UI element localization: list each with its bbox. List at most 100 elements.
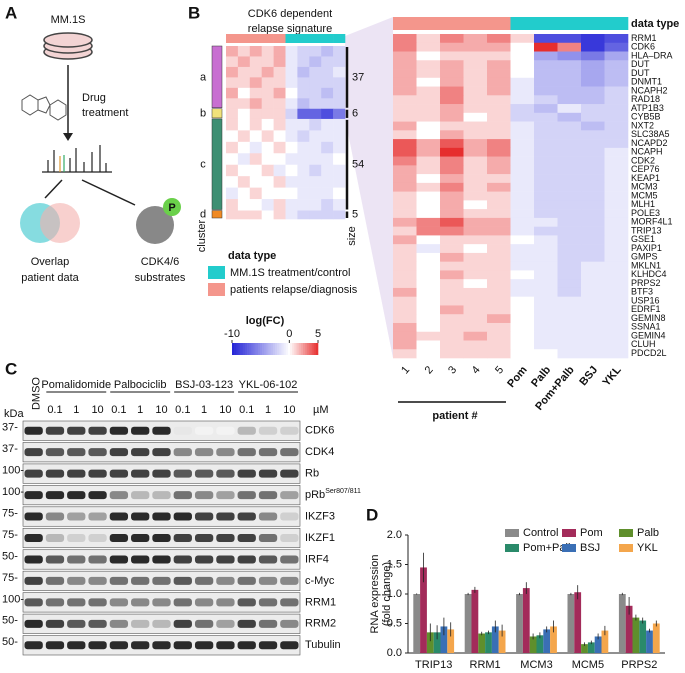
overview-cell [237,77,251,89]
bar [529,636,537,653]
overview-cell [261,87,274,99]
heatmap-cell [393,69,417,79]
heatmap-cell [581,77,605,87]
blot-band [173,576,192,585]
bar [464,594,472,653]
cells-label: MM.1S [51,14,86,26]
blot-band [24,491,43,500]
heatmap-cell [557,156,582,166]
overview-cell [333,210,346,220]
colorbar-step [232,343,235,355]
overview-cell [285,164,298,177]
dose-label: 10 [91,404,103,416]
heatmap-cell [440,34,464,44]
heatmap-cell [510,226,535,236]
panel-label: B [188,3,200,22]
heatmap-cell [581,331,605,341]
column-label: 2 [423,364,436,376]
colorbar-step [279,343,282,355]
blot-band [88,469,107,478]
overview-cell [249,98,262,110]
overview-cell [226,187,239,200]
overview-cell [273,153,286,166]
overview-cell [273,176,286,188]
heatmap-cell [581,252,605,262]
bar [581,644,588,653]
heatmap-cell [393,322,417,333]
blot-band [88,641,107,650]
heatmap-cell [440,322,464,333]
blot-band [88,598,107,607]
heatmap-cell [557,349,582,359]
overview-cell [285,199,298,211]
legend-entry: Palb [637,527,659,539]
heatmap-cell [487,165,511,175]
colorbar-tick-label: 5 [315,328,321,340]
overview-cell [285,210,298,220]
overview-cell [285,141,298,154]
heatmap-cell [416,235,441,245]
heatmap-cell [604,200,629,210]
heatmap-cell [463,209,488,219]
gene-label: MORF4L1 [631,217,673,227]
heatmap-cell [557,305,582,315]
heatmap-cell [604,182,629,192]
overview-cell [261,98,274,110]
blot-band [173,448,192,457]
heatmap-cell [487,296,511,306]
colorbar-step [257,343,261,355]
gene-label: DUT [631,59,650,69]
blot-band [109,426,129,435]
heatmap-header [604,17,629,30]
colorbar-step [309,343,312,355]
blot-band [152,598,171,607]
heatmap-cell [557,112,582,122]
heatmap-cell [393,60,417,70]
heatmap-cell [463,287,488,298]
panel-label: C [5,359,17,378]
blot-band [280,534,299,542]
blot-band [45,555,65,564]
overview-cell [297,46,310,57]
dose-label: 0.1 [111,404,126,416]
heatmap-cell [487,331,511,341]
heatmap-cell [440,104,464,114]
overview-cell [273,66,286,78]
blot-band [237,512,256,521]
overview-cell [309,164,322,177]
heatmap-cell [604,51,629,61]
overview-cell [273,108,286,120]
overlap-label: Overlap [31,256,70,268]
heatmap-cell [534,244,558,254]
heatmap-cell [510,322,535,333]
blot-band [280,619,299,628]
overview-cell [297,210,310,220]
heatmap-cell [440,252,464,262]
protein-site: Ser807/811 [325,488,361,495]
overview-cell [309,176,322,188]
overview-cell [237,164,251,177]
heatmap-cell [463,104,488,114]
colorbar-step [272,343,276,355]
gene-label: PRPS2 [631,278,661,288]
heatmap-cell [487,314,511,324]
heatmap-cell [487,51,511,61]
heatmap-cell [440,279,464,289]
overview-cell [237,46,251,57]
blot-band [152,469,171,478]
bar [516,594,523,653]
heatmap-cell [534,296,558,306]
heatmap-cell [534,51,558,61]
overview-cell [321,87,334,99]
heatmap-cell [463,165,488,175]
bar [413,594,421,653]
blot-band [131,491,150,500]
overview-cell [309,66,322,78]
phospho-label: P [168,202,175,214]
heatmap-cell [534,235,558,245]
heatmap-cell [581,279,605,289]
heatmap-cell [440,296,464,306]
y-tick-label: 0.0 [387,647,402,659]
heatmap-cell [557,42,582,52]
overview-cell [321,108,334,120]
